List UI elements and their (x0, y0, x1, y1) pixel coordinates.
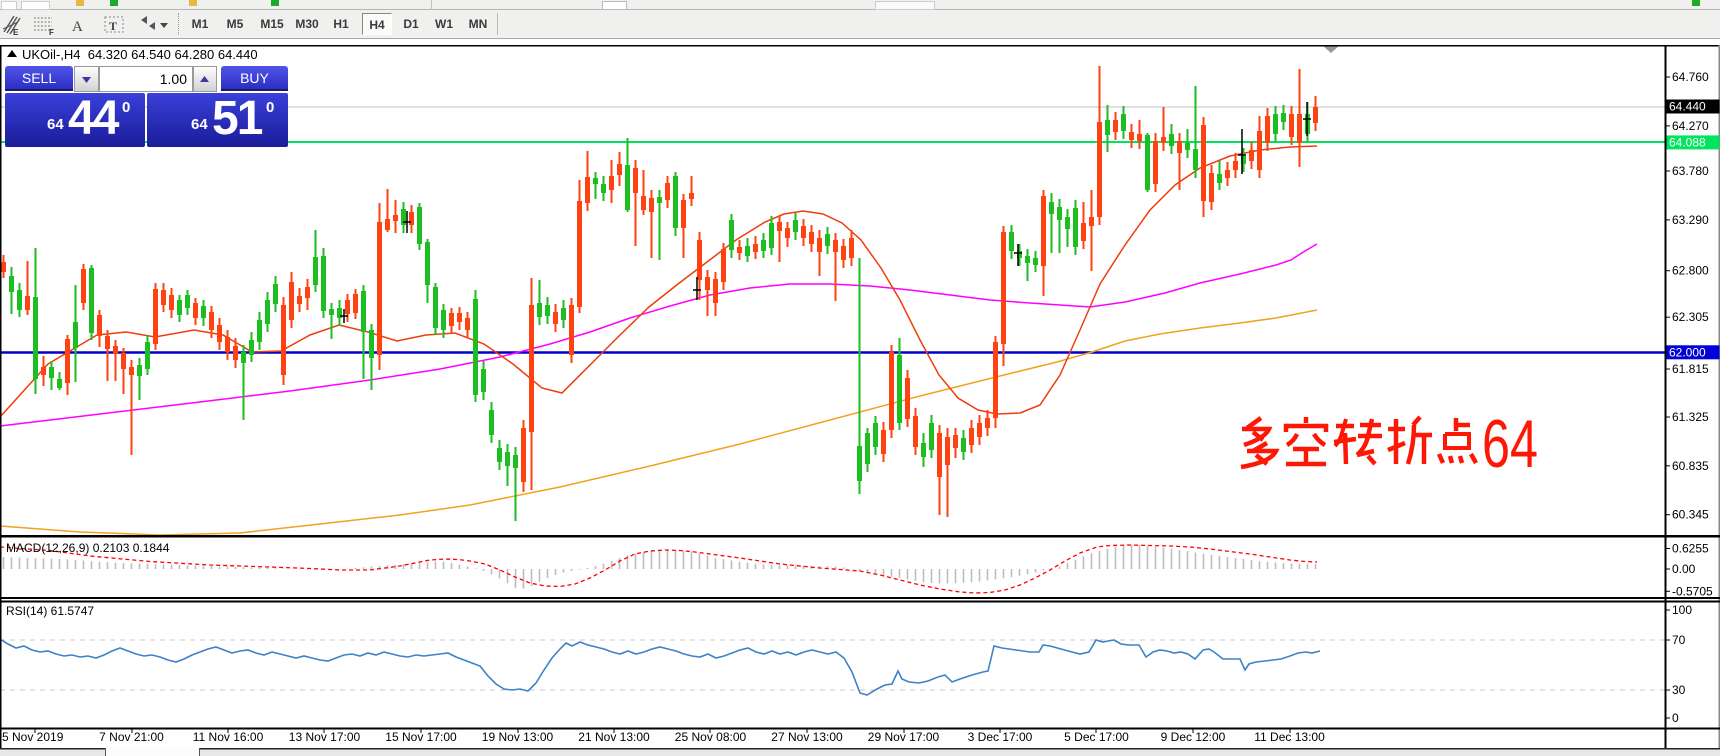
svg-text:11 Dec 13:00: 11 Dec 13:00 (1254, 730, 1325, 744)
svg-text:63.780: 63.780 (1672, 164, 1709, 178)
svg-text:3 Dec 17:00: 3 Dec 17:00 (968, 730, 1033, 744)
svg-text:62.305: 62.305 (1672, 310, 1709, 324)
svg-text:64.270: 64.270 (1672, 119, 1709, 133)
svg-text:62.800: 62.800 (1672, 264, 1709, 278)
svg-text:60.345: 60.345 (1672, 508, 1709, 522)
svg-text:64: 64 (1482, 406, 1538, 482)
svg-text:7 Nov 21:00: 7 Nov 21:00 (99, 730, 164, 744)
svg-text:13 Nov 17:00: 13 Nov 17:00 (289, 730, 361, 744)
svg-text:A: A (72, 19, 83, 35)
svg-text:UKOil-,H4 64.320 64.540 64.28: UKOil-,H4 64.320 64.540 64.280 64.440 (22, 47, 258, 62)
svg-text:61.325: 61.325 (1672, 410, 1709, 424)
svg-text:100: 100 (1672, 603, 1692, 617)
svg-text:0: 0 (1672, 711, 1679, 725)
svg-text:60.835: 60.835 (1672, 459, 1709, 473)
svg-text:T: T (109, 19, 117, 33)
svg-text:64.088: 64.088 (1669, 135, 1706, 149)
svg-text:19 Nov 13:00: 19 Nov 13:00 (482, 730, 554, 744)
svg-text:E: E (13, 28, 19, 37)
svg-text:30: 30 (1672, 683, 1686, 697)
svg-text:15 Nov 17:00: 15 Nov 17:00 (385, 730, 457, 744)
svg-text:21 Nov 13:00: 21 Nov 13:00 (578, 730, 650, 744)
svg-text:27 Nov 13:00: 27 Nov 13:00 (771, 730, 843, 744)
svg-text:F: F (49, 28, 54, 37)
svg-text:25 Nov 08:00: 25 Nov 08:00 (675, 730, 747, 744)
svg-text:61.815: 61.815 (1672, 362, 1709, 376)
svg-text:64.760: 64.760 (1672, 70, 1709, 84)
svg-text:70: 70 (1672, 633, 1686, 647)
svg-text:RSI(14) 61.5747: RSI(14) 61.5747 (6, 604, 94, 618)
svg-text:62.000: 62.000 (1669, 345, 1706, 359)
svg-text:11 Nov 16:00: 11 Nov 16:00 (193, 730, 264, 744)
svg-text:29 Nov 17:00: 29 Nov 17:00 (868, 730, 940, 744)
svg-text:9 Dec 12:00: 9 Dec 12:00 (1161, 730, 1226, 744)
svg-text:5 Nov 2019: 5 Nov 2019 (2, 730, 64, 744)
svg-text:0.6255: 0.6255 (1672, 542, 1709, 556)
svg-text:63.290: 63.290 (1672, 213, 1709, 227)
svg-text:64.440: 64.440 (1669, 100, 1706, 114)
svg-text:MACD(12,26,9) 0.2103 0.1844: MACD(12,26,9) 0.2103 0.1844 (6, 541, 170, 555)
svg-text:5 Dec 17:00: 5 Dec 17:00 (1064, 730, 1129, 744)
svg-text:0.00: 0.00 (1672, 562, 1696, 576)
svg-text:-0.5705: -0.5705 (1672, 584, 1713, 598)
